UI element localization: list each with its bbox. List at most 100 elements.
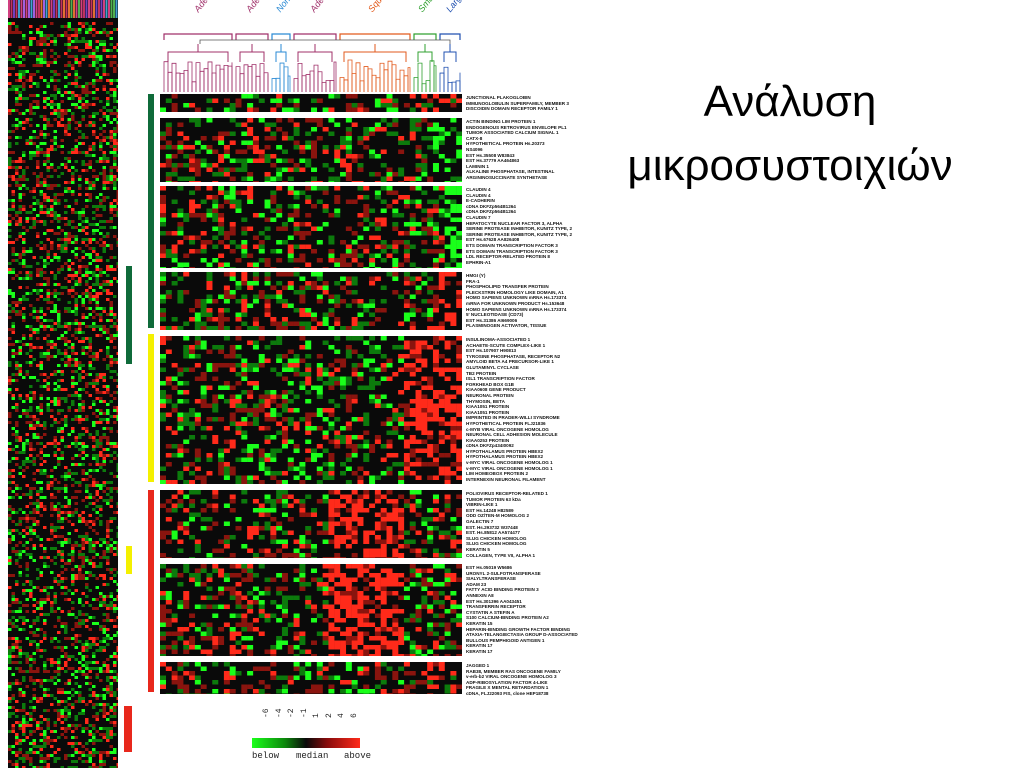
overview-cell bbox=[71, 334, 75, 337]
overview-cell bbox=[106, 613, 110, 616]
overview-cell bbox=[67, 205, 71, 208]
heatmap-cell bbox=[403, 253, 410, 258]
heatmap-cell bbox=[171, 181, 178, 186]
overview-cell bbox=[39, 490, 43, 493]
overview-cell bbox=[99, 595, 103, 598]
overview-cell bbox=[88, 52, 92, 55]
heatmap-cell bbox=[247, 107, 254, 112]
heatmap-cell bbox=[403, 354, 410, 359]
overview-cell bbox=[50, 220, 54, 223]
heatmap-cell bbox=[305, 372, 312, 377]
heatmap-cell bbox=[223, 363, 230, 368]
overview-cell bbox=[57, 703, 61, 706]
heatmap-cell bbox=[189, 317, 196, 322]
overview-cell bbox=[53, 637, 57, 640]
overview-cell bbox=[57, 688, 61, 691]
overview-cell bbox=[32, 223, 36, 226]
overview-cell bbox=[57, 457, 61, 460]
overview-cell bbox=[95, 292, 99, 295]
overview-cell bbox=[8, 412, 12, 415]
gene-label: cDNA DKFZp564B1264 bbox=[466, 209, 516, 215]
overview-sample-stripe bbox=[98, 0, 100, 18]
heatmap-cell bbox=[189, 176, 196, 181]
overview-cell bbox=[81, 499, 85, 502]
overview-cell bbox=[116, 109, 118, 112]
heatmap-cell bbox=[432, 394, 439, 399]
overview-cell bbox=[78, 619, 82, 622]
overview-cell bbox=[113, 451, 117, 454]
overview-cell bbox=[74, 658, 78, 661]
overview-cell bbox=[106, 298, 110, 301]
overview-cell bbox=[109, 538, 113, 541]
heatmap-cell bbox=[212, 403, 219, 408]
overview-cell bbox=[53, 577, 57, 580]
heatmap-cell bbox=[270, 181, 277, 186]
overview-cell bbox=[29, 625, 33, 628]
overview-cell bbox=[46, 103, 50, 106]
overview-cell bbox=[81, 604, 85, 607]
heatmap-cell bbox=[345, 127, 352, 132]
overview-cell bbox=[99, 445, 103, 448]
heatmap-cell bbox=[432, 208, 439, 213]
overview-cell bbox=[85, 673, 89, 676]
dendrogram-branch bbox=[383, 69, 389, 92]
overview-cell bbox=[116, 487, 118, 490]
overview-cell bbox=[99, 484, 103, 487]
heatmap-cell bbox=[189, 163, 196, 168]
overview-cell bbox=[64, 421, 68, 424]
heatmap-cell bbox=[206, 107, 213, 112]
heatmap-cell bbox=[276, 281, 283, 286]
heatmap-cell bbox=[281, 326, 288, 331]
overview-cell bbox=[39, 544, 43, 547]
overview-cell bbox=[22, 460, 26, 463]
overview-cell bbox=[116, 214, 118, 217]
heatmap-cell bbox=[334, 294, 341, 299]
overview-cell bbox=[88, 40, 92, 43]
heatmap-cell bbox=[252, 213, 259, 218]
heatmap-cell bbox=[409, 345, 416, 350]
overview-cell bbox=[57, 55, 61, 58]
overview-cell bbox=[113, 733, 117, 736]
overview-cell bbox=[43, 739, 47, 742]
overview-cell bbox=[88, 574, 92, 577]
heatmap-cell bbox=[444, 190, 451, 195]
heatmap-cell bbox=[305, 181, 312, 186]
cluster-bar-yellow-overview bbox=[126, 546, 132, 574]
heatmap-cell bbox=[409, 199, 416, 204]
overview-cell bbox=[8, 160, 12, 163]
heatmap-cell bbox=[183, 213, 190, 218]
overview-cell bbox=[18, 691, 22, 694]
overview-cell bbox=[116, 100, 118, 103]
overview-cell bbox=[88, 676, 92, 679]
heatmap-cell bbox=[194, 140, 201, 145]
overview-cell bbox=[81, 418, 85, 421]
overview-cell bbox=[92, 544, 96, 547]
heatmap-cell bbox=[206, 403, 213, 408]
overview-cell bbox=[15, 274, 19, 277]
heatmap-cell bbox=[345, 244, 352, 249]
overview-cell bbox=[95, 505, 99, 508]
overview-cell bbox=[57, 259, 61, 262]
heatmap-cell bbox=[334, 349, 341, 354]
gene-label: cDNA DKFZp564B1264 bbox=[466, 203, 516, 209]
heatmap-cell bbox=[398, 435, 405, 440]
overview-cell bbox=[92, 421, 96, 424]
heatmap-cell bbox=[258, 294, 265, 299]
overview-cell bbox=[95, 415, 99, 418]
heatmap-cell bbox=[177, 421, 184, 426]
overview-cell bbox=[109, 721, 113, 724]
heatmap-cell bbox=[235, 208, 242, 213]
heatmap-cell bbox=[380, 421, 387, 426]
overview-cell bbox=[18, 286, 22, 289]
overview-cell bbox=[57, 349, 61, 352]
heatmap-cell bbox=[287, 421, 294, 426]
overview-cell bbox=[43, 43, 47, 46]
overview-cell bbox=[46, 724, 50, 727]
overview-cell bbox=[71, 655, 75, 658]
overview-cell bbox=[53, 214, 57, 217]
overview-cell bbox=[95, 295, 99, 298]
overview-cell bbox=[102, 427, 106, 430]
overview-cell bbox=[81, 250, 85, 253]
heatmap-cell bbox=[276, 358, 283, 363]
overview-cell bbox=[113, 97, 117, 100]
